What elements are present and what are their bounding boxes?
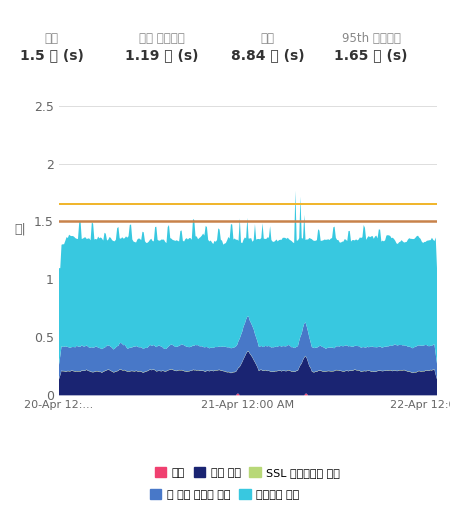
Text: 1.19 초 (s): 1.19 초 (s) <box>125 49 199 63</box>
Text: 1.65 초 (s): 1.65 초 (s) <box>334 49 408 63</box>
Text: 평균: 평균 <box>45 32 59 45</box>
Text: 최고: 최고 <box>261 32 275 45</box>
Y-axis label: 초|: 초| <box>15 223 27 236</box>
Text: 최저 한계에서: 최저 한계에서 <box>139 32 185 45</box>
Text: 1.5 초 (s): 1.5 초 (s) <box>20 49 84 63</box>
Text: 8.84 초 (s): 8.84 초 (s) <box>231 49 305 63</box>
Text: 95th 백분위수: 95th 백분위수 <box>342 32 400 45</box>
Legend: 첫 번째 바이트 시간, 다운로드 시간: 첫 번째 바이트 시간, 다운로드 시간 <box>146 484 304 505</box>
